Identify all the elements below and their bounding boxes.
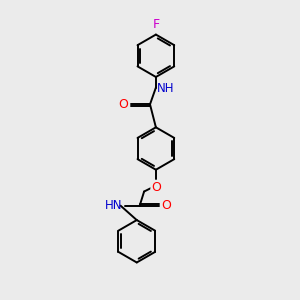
Text: HN: HN	[104, 199, 122, 212]
Text: O: O	[161, 199, 171, 212]
Text: F: F	[152, 18, 160, 31]
Text: NH: NH	[158, 82, 175, 95]
Text: O: O	[151, 181, 161, 194]
Text: O: O	[118, 98, 128, 111]
